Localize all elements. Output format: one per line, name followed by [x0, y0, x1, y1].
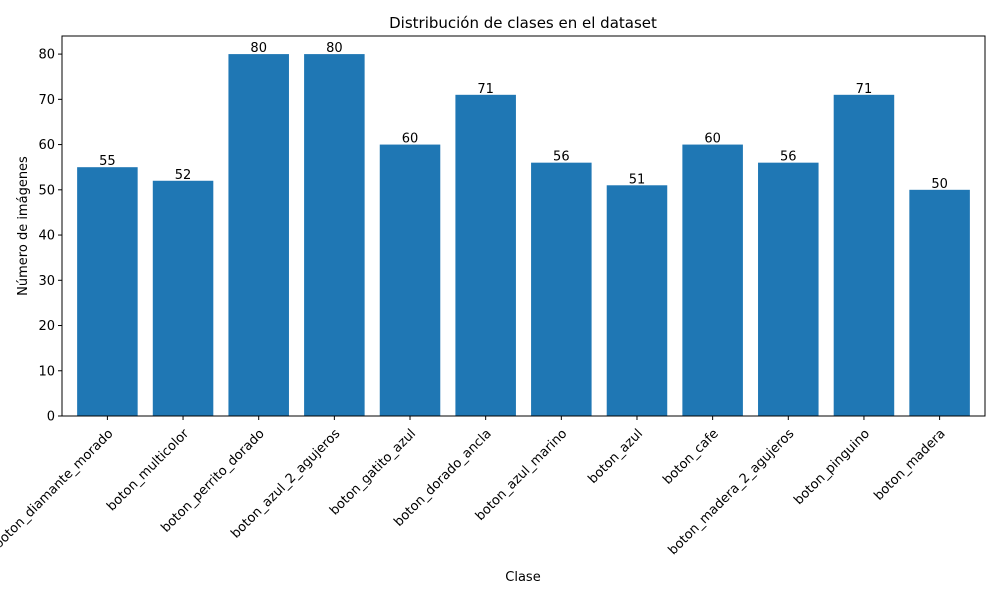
bar-value-label: 80	[326, 41, 343, 56]
x-tick-label: boton_pinguino	[791, 426, 873, 508]
y-tick-label: 40	[38, 229, 55, 244]
x-tick-label: boton_multicolor	[104, 426, 192, 514]
y-tick-label: 30	[38, 274, 55, 289]
bar-boton_dorado_ancla	[455, 94, 516, 417]
y-axis: 0 10 20 30 40 50 60 70 80	[38, 48, 62, 425]
bar-value-label: 56	[780, 150, 797, 165]
x-tick-label: boton_madera_2_agujeros	[666, 426, 798, 558]
bar-boton_pinguino	[833, 94, 895, 417]
bar-boton_madera	[909, 189, 970, 416]
x-tick-label: boton_madera	[871, 426, 948, 503]
bar-boton_azul_2_agujeros	[304, 54, 365, 416]
y-tick-label: 10	[38, 364, 55, 379]
plot-frame	[61, 35, 986, 417]
chart-title: Distribución de clases en el dataset	[389, 14, 657, 32]
bar-boton_madera_2_agujeros	[758, 162, 819, 416]
bar-value-label: 52	[175, 168, 192, 183]
bar-value-label: 71	[856, 82, 873, 97]
y-axis-label: Número de imágenes	[16, 156, 31, 296]
y-tick-label: 50	[38, 183, 55, 198]
bar-value-label: 56	[553, 150, 570, 165]
bar-boton_diamante_morado	[77, 167, 138, 416]
bar-value-label: 55	[99, 154, 116, 169]
bar-value-label: 60	[704, 132, 721, 147]
bar-value-label: 51	[629, 172, 646, 187]
x-tick-label: boton_azul	[585, 426, 646, 487]
y-tick-label: 80	[38, 48, 55, 63]
y-tick-label: 60	[38, 138, 55, 153]
y-tick-label: 70	[38, 93, 55, 108]
bar-boton_multicolor	[152, 180, 214, 416]
plot-area: 55 52 80 80 60 71 56 51 60 56 71 50	[61, 35, 986, 417]
bar-value-label: 50	[931, 177, 948, 192]
bar-value-label: 60	[402, 132, 419, 147]
bar-boton_azul_marino	[531, 162, 592, 416]
x-tick-label: boton_diamante_morado	[0, 426, 116, 551]
y-tick-label: 0	[47, 410, 55, 425]
bar-boton_azul	[606, 185, 668, 416]
bar-boton_perrito_dorado	[228, 54, 289, 416]
bar-value-label: 71	[477, 82, 494, 97]
x-axis-label: Clase	[505, 570, 540, 585]
bar-value-label: 80	[250, 41, 267, 56]
bar-boton_cafe	[682, 144, 743, 417]
bar-boton_gatito_azul	[379, 144, 441, 417]
y-tick-label: 20	[38, 319, 55, 334]
x-tick-label: boton_cafe	[660, 426, 721, 487]
